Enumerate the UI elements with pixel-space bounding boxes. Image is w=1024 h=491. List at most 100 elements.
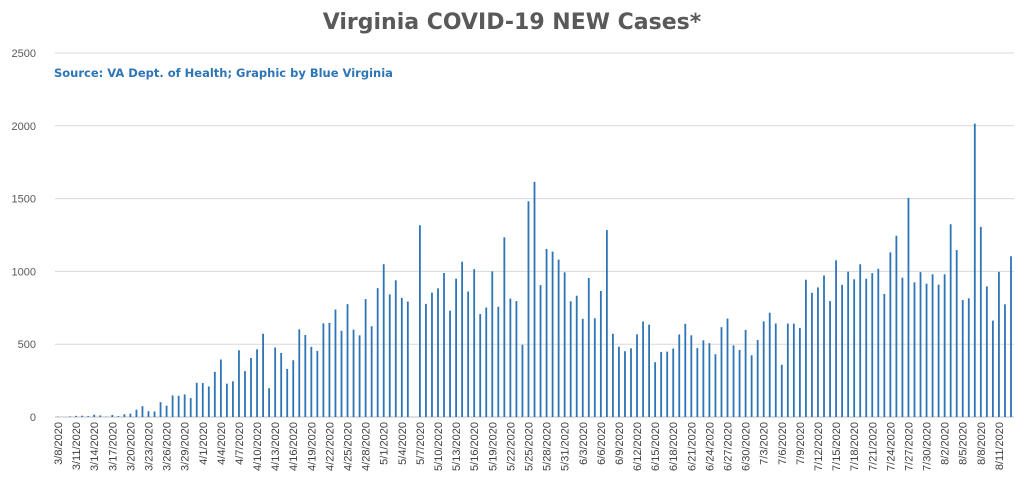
bar [967, 298, 970, 417]
bar [298, 329, 301, 417]
bar [925, 283, 928, 417]
x-tick-label: 5/10/2020 [433, 422, 445, 471]
bar [75, 415, 78, 417]
bar [250, 358, 252, 417]
bar [883, 293, 886, 417]
bar [238, 350, 240, 417]
bar [358, 335, 361, 417]
bar [943, 274, 946, 417]
bar [244, 371, 246, 417]
bar [678, 334, 681, 417]
bar [853, 279, 856, 417]
bar [587, 277, 590, 417]
bar [123, 414, 126, 417]
x-tick-label: 4/22/2020 [324, 422, 336, 471]
bar [563, 272, 566, 417]
bar [581, 318, 584, 417]
bar [961, 300, 964, 417]
x-tick-label: 6/6/2020 [596, 422, 608, 465]
bar [159, 402, 162, 417]
bar [213, 371, 216, 417]
bar [533, 181, 536, 417]
x-tick-label: 7/18/2020 [849, 422, 861, 471]
bar [642, 321, 644, 417]
x-tick-label: 8/2/2020 [940, 422, 952, 465]
bar [539, 285, 542, 417]
bar [973, 123, 976, 417]
x-tick-label: 4/4/2020 [216, 422, 228, 465]
bar [612, 333, 614, 417]
bar [165, 405, 168, 417]
bar [829, 301, 831, 417]
bar [859, 264, 862, 417]
chart-subtitle: Source: VA Dept. of Health; Graphic by B… [54, 66, 393, 80]
x-tick-label: 6/21/2020 [686, 422, 698, 471]
bar [792, 323, 795, 417]
y-tick-label: 500 [18, 339, 36, 351]
bar [907, 197, 910, 417]
bar [515, 301, 518, 417]
y-tick-label: 2500 [12, 48, 36, 60]
x-tick-label: 6/27/2020 [723, 422, 735, 471]
bar [913, 282, 916, 417]
bar [455, 278, 457, 417]
bar [322, 323, 325, 417]
bar [376, 288, 379, 417]
bar [949, 224, 952, 417]
bar [346, 304, 349, 417]
bar [135, 409, 138, 417]
x-tick-label: 7/6/2020 [777, 422, 789, 465]
bar [171, 395, 174, 417]
bar [370, 326, 373, 417]
bar [219, 359, 222, 417]
x-tick-label: 8/8/2020 [976, 422, 988, 465]
bar [364, 299, 367, 417]
x-tick-label: 5/31/2020 [560, 422, 572, 471]
bar [527, 201, 530, 417]
bar [183, 394, 186, 417]
bar [69, 416, 71, 417]
x-tick-label: 5/13/2020 [451, 422, 463, 471]
bar [774, 323, 777, 417]
bar [425, 303, 427, 417]
x-tick-label: 6/18/2020 [668, 422, 680, 471]
y-tick-label: 1500 [12, 194, 36, 206]
bar [714, 354, 717, 417]
bar [394, 280, 397, 417]
bar [304, 335, 307, 417]
x-tick-label: 3/20/2020 [125, 422, 137, 471]
bar [768, 312, 771, 417]
x-tick-label: 3/11/2020 [71, 422, 83, 470]
bar [786, 323, 789, 417]
x-tick-label: 3/26/2020 [162, 422, 174, 471]
bar [895, 235, 898, 417]
bar [726, 318, 729, 417]
bar [87, 416, 90, 417]
bar [1010, 256, 1012, 417]
bar [762, 321, 765, 417]
x-tick-label: 4/1/2020 [198, 422, 210, 465]
bar [684, 323, 687, 417]
bar [756, 339, 759, 417]
x-tick-label: 8/11/2020 [994, 422, 1006, 470]
bar [177, 395, 180, 417]
bar [618, 346, 620, 417]
bar [509, 298, 512, 417]
bar [811, 292, 813, 417]
bar [141, 406, 144, 417]
bar [630, 348, 632, 417]
bar [744, 329, 747, 417]
bar [593, 318, 596, 417]
bar [262, 333, 264, 417]
bar [798, 327, 801, 417]
bar [232, 381, 234, 417]
bar [841, 284, 844, 417]
x-tick-label: 3/14/2020 [89, 422, 101, 471]
x-tick-label: 6/3/2020 [578, 422, 590, 465]
bar [738, 350, 741, 417]
bar [153, 411, 156, 417]
bar [443, 273, 445, 417]
bar [503, 237, 506, 417]
x-tick-label: 6/24/2020 [704, 422, 716, 471]
